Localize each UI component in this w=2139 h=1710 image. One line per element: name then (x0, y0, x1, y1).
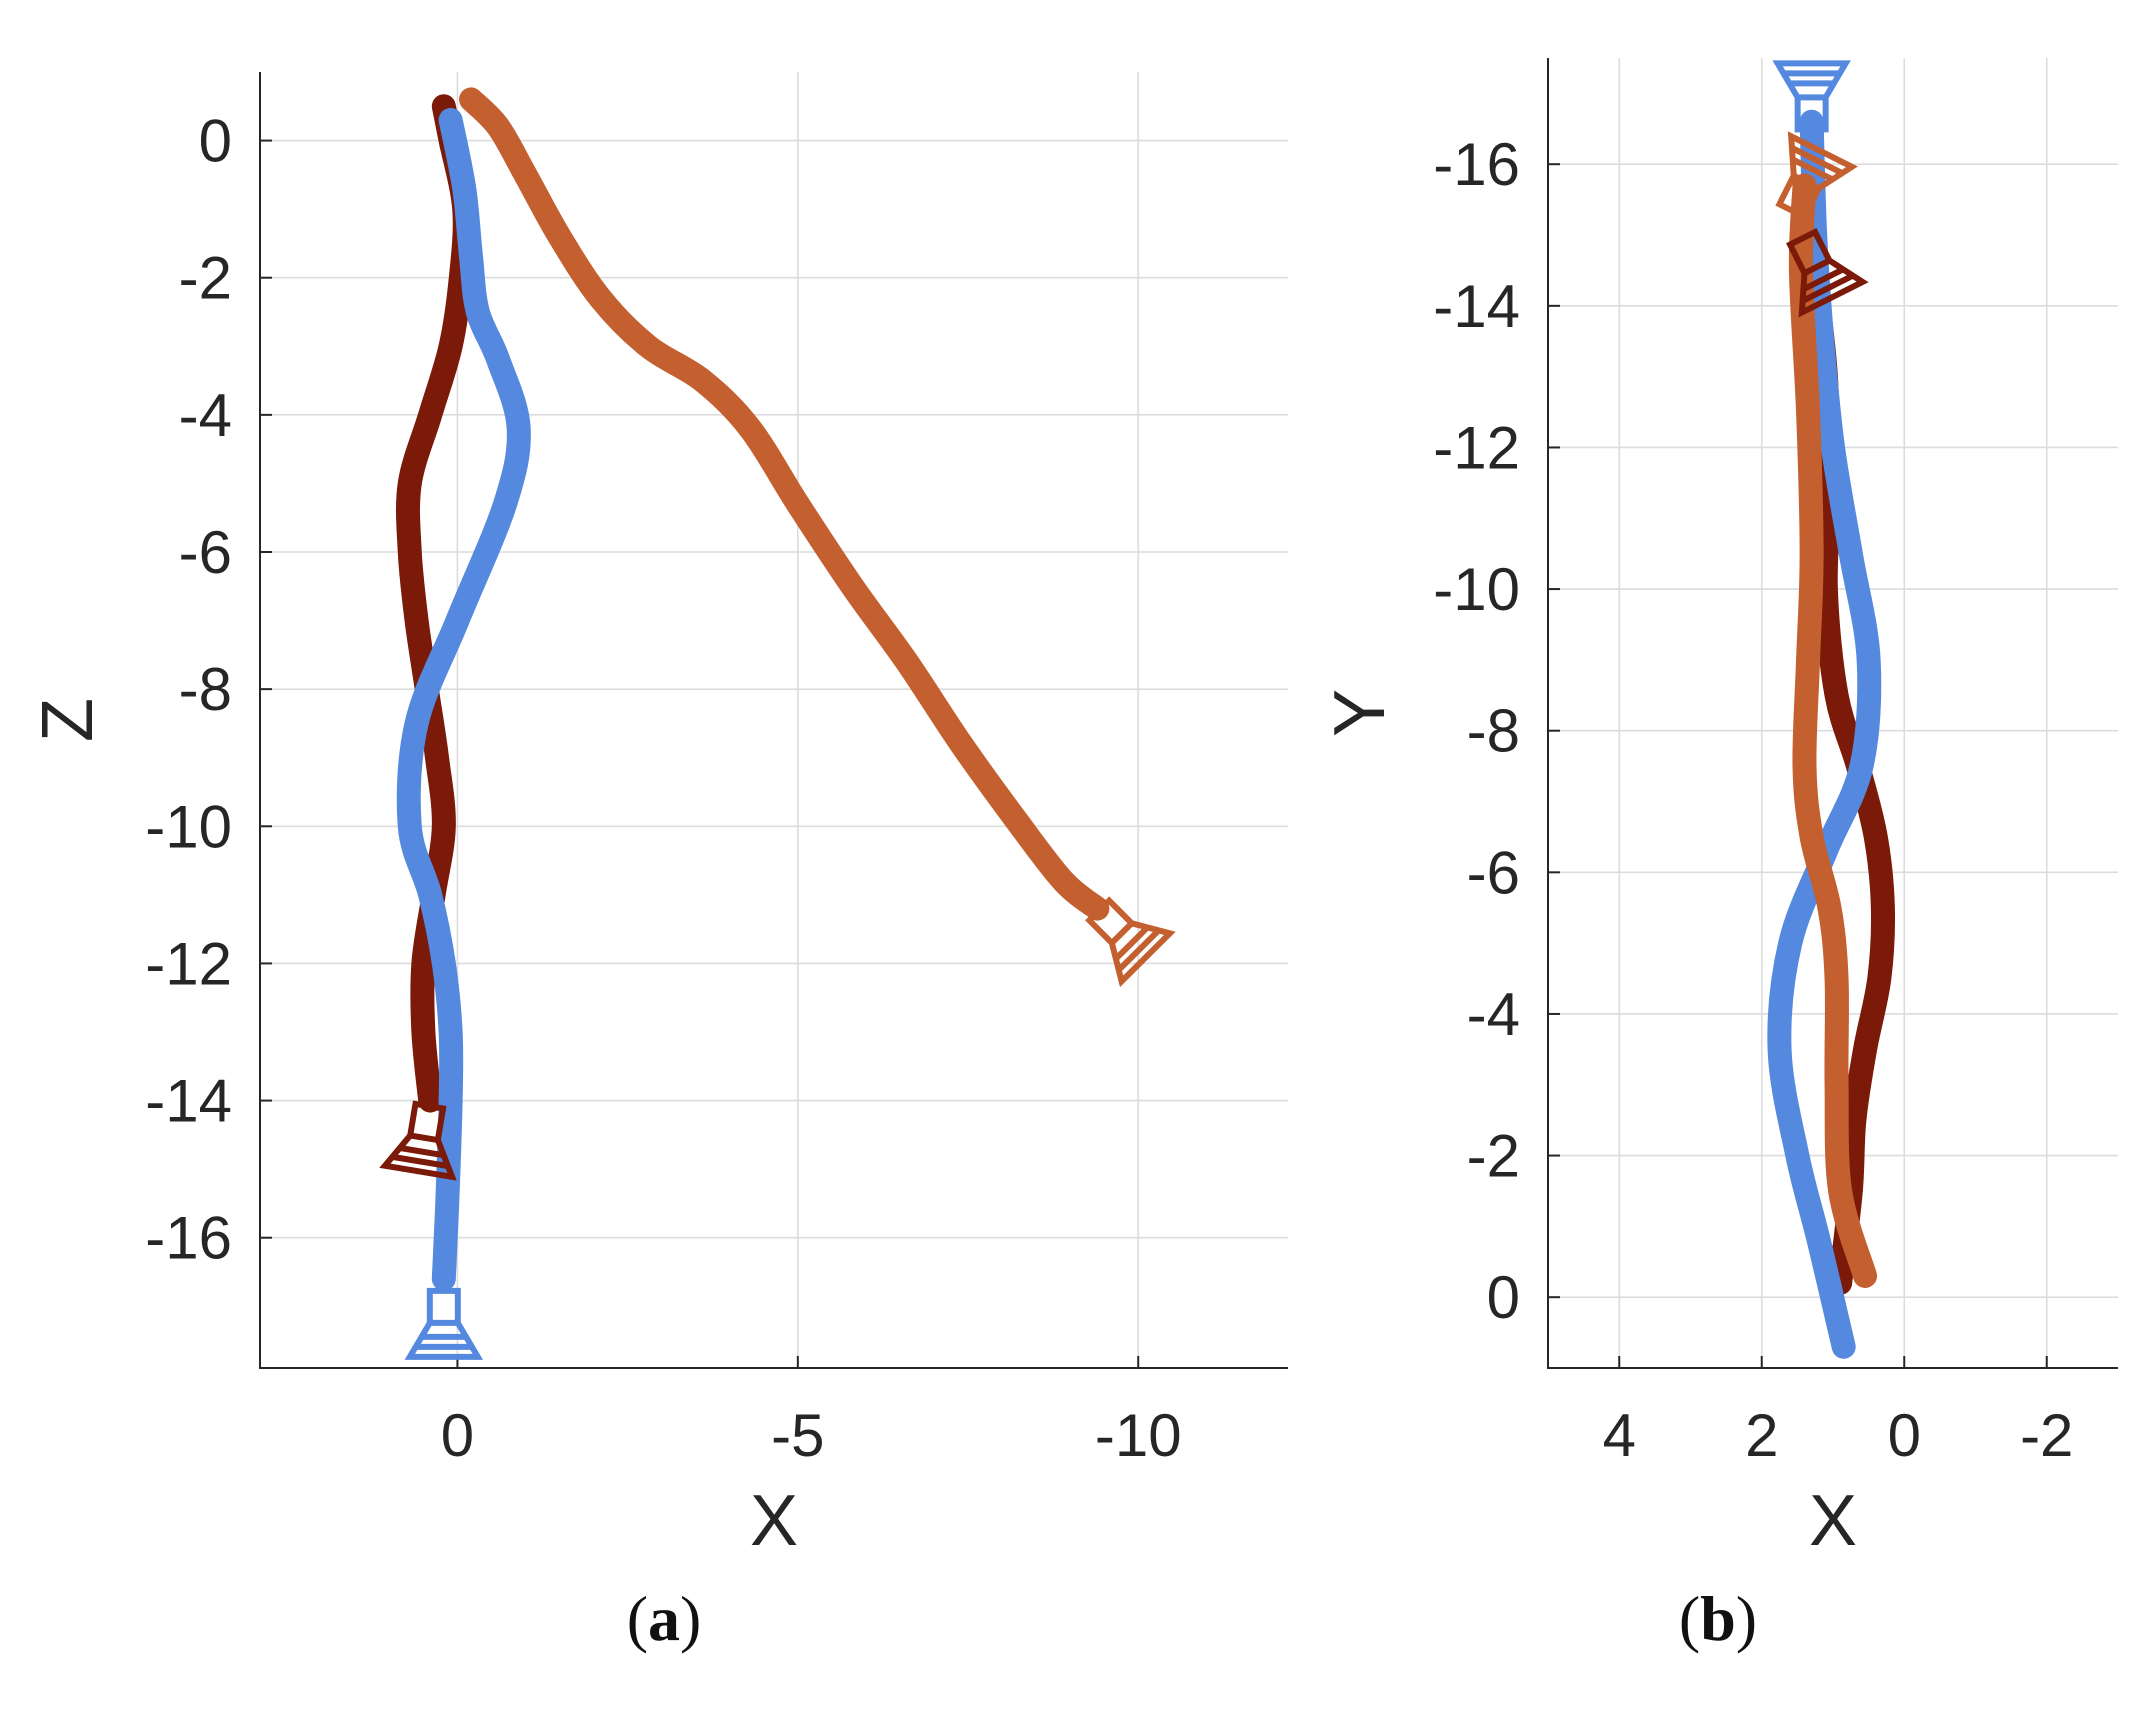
camera-frustum-rung (1802, 266, 1845, 292)
y-tick-label: -12 (1433, 414, 1520, 481)
y-axis-label: Y (1320, 689, 1400, 737)
x-tick-label: 0 (441, 1402, 474, 1469)
dark-red-trajectory-camera-marker (1786, 227, 1869, 318)
x-tick-label: -10 (1095, 1402, 1182, 1469)
panel-label-letter: a (648, 1583, 680, 1654)
camera-frustum (1085, 896, 1176, 988)
panel-a-chart: 0 -5 -10 0 -2 -4 -6 -8 -10 -12 -14 -16 X Z (a) (28, 72, 1288, 1654)
y-tick-label: -8 (1467, 698, 1520, 765)
panel-label-letter: b (1700, 1583, 1736, 1654)
y-tick-label: -10 (145, 793, 232, 860)
camera-frustum-rung (1792, 172, 1821, 191)
panel-label-open: ( (1679, 1583, 1700, 1654)
camera-frustum-rung (1109, 921, 1134, 946)
y-tick-label: -8 (179, 656, 232, 723)
x-tick-label: 0 (1888, 1402, 1921, 1469)
panel-label-close: ) (1736, 1583, 1757, 1654)
dark-red-trajectory-camera-marker (379, 1100, 457, 1181)
y-tick-label: -4 (1467, 981, 1520, 1048)
axis-frame (259, 72, 1288, 1369)
camera-frustum (1786, 227, 1869, 318)
y-tick-label: -12 (145, 930, 232, 997)
orange-trajectory (459, 87, 1110, 921)
y-tick-label: -6 (179, 519, 232, 586)
camera-frustum-rung (399, 1145, 444, 1159)
plot-area (379, 87, 1176, 1360)
panel-label: (b) (1679, 1583, 1757, 1654)
camera-frustum-rung (1113, 925, 1150, 961)
camera-frustum-rung (1791, 156, 1834, 183)
x-axis-label: X (1809, 1481, 1857, 1561)
y-tick-label: -6 (1467, 839, 1520, 906)
blue-trajectory-camera-marker (404, 1287, 484, 1360)
camera-frustum-rung (409, 1132, 439, 1144)
y-tick-label: -16 (1433, 131, 1520, 198)
x-tick-label: -5 (771, 1402, 824, 1469)
y-tick-label: -14 (145, 1068, 232, 1135)
x-tick-label: 2 (1745, 1402, 1778, 1469)
camera-frustum-rung (1801, 273, 1855, 304)
blue-trajectory (1767, 109, 1882, 1359)
camera-frustum (1775, 131, 1858, 221)
y-tick-label: -14 (1433, 273, 1520, 340)
camera-frustum-rung (392, 1153, 449, 1169)
orange-trajectory (1788, 173, 1878, 1288)
panel-b-chart: 4 2 0 -2 0 -2 -4 -6 -8 -10 -12 -14 -16 X Y (b) (1320, 58, 2118, 1654)
blue-trajectory (396, 108, 531, 1291)
y-tick-label: -2 (1467, 1123, 1520, 1190)
orange-trajectory-camera-marker (1085, 896, 1176, 988)
y-tick-label: 0 (199, 108, 232, 175)
orange-trajectory-camera-marker (1775, 131, 1858, 221)
y-tick-label: 0 (1487, 1264, 1520, 1331)
y-tick-label: -10 (1433, 556, 1520, 623)
x-tick-label: -2 (2020, 1402, 2073, 1469)
y-axis-label: Z (28, 698, 108, 742)
panel-label-close: ) (680, 1583, 701, 1654)
camera-frustum-rung (1803, 257, 1831, 276)
panel-label: (a) (627, 1583, 702, 1654)
x-tick-label: 4 (1603, 1402, 1636, 1469)
camera-frustum-rung (1790, 145, 1844, 176)
x-axis-label: X (750, 1481, 798, 1561)
y-tick-label: -2 (179, 245, 232, 312)
y-tick-label: -4 (179, 382, 232, 449)
blue-trajectory-camera-marker (1772, 60, 1851, 133)
axis-frame (1547, 58, 2118, 1369)
y-tick-label: -16 (145, 1205, 232, 1272)
panel-label-open: ( (627, 1583, 648, 1654)
camera-frustum-rung (1116, 928, 1161, 973)
plot-area (1767, 60, 1896, 1359)
